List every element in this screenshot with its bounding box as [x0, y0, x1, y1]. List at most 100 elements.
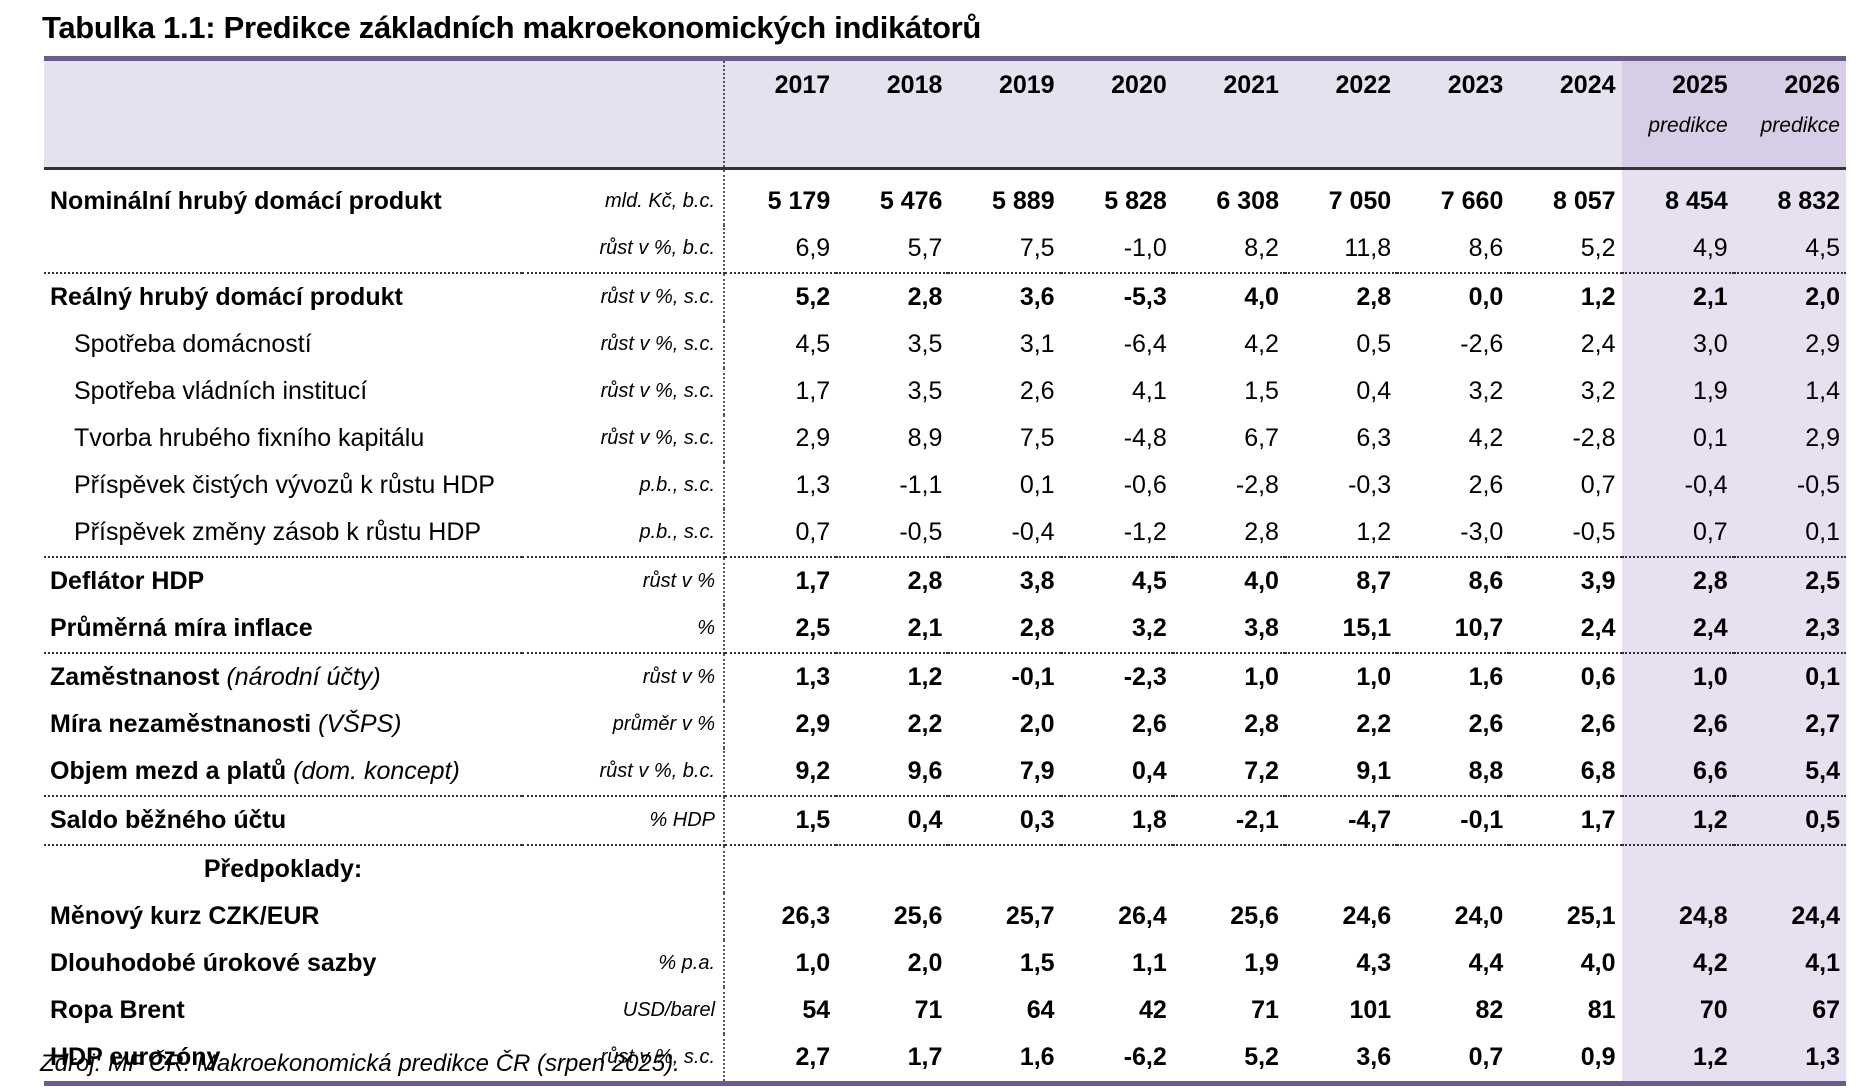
- value-cell: 101: [1349, 996, 1392, 1024]
- value-cell: -2,8: [1572, 424, 1616, 452]
- year-header: 2018: [836, 56, 949, 170]
- table-row: růst v %, b.c. 6,9 5,7 7,5 -1,0 8,2 11,8 8,6 5,2…: [44, 225, 1846, 274]
- value-cell: 1,0: [1621, 653, 1734, 701]
- value-cell: 26,4: [1118, 902, 1167, 930]
- value-cell: 8,7: [1356, 567, 1392, 595]
- value-cell: 3,2: [1060, 605, 1173, 654]
- value-cell: 2,1: [1621, 273, 1734, 321]
- table-row: Příspěvek změny zásob k růstu HDP p.b., s…: [44, 509, 1846, 558]
- value-cell: 0,5: [1356, 330, 1392, 358]
- value-cell: -3,0: [1397, 509, 1510, 558]
- unit-cell: %: [522, 605, 726, 654]
- value-cell: 0,7: [1397, 1034, 1510, 1086]
- value-cell: 1,1: [1132, 949, 1167, 977]
- value-cell: 2,8: [948, 605, 1061, 654]
- value-cell: 3,1: [1019, 330, 1055, 358]
- value-cell: 2,4: [1580, 330, 1616, 358]
- value-cell: -0,4: [1621, 462, 1734, 509]
- table-row: Deflátor HDP růst v % 1,7 2,8 3,8 4,5 4,0 8,7 8,…: [44, 557, 1846, 605]
- value-cell: 0,7: [1580, 471, 1616, 499]
- value-cell: 24,0: [1454, 902, 1504, 930]
- row-label: Příspěvek změny zásob k růstu HDP: [44, 509, 523, 558]
- table-row: Míra nezaměstnanosti (VŠPS) průměr v % 2,9…: [44, 701, 1846, 748]
- value-cell: 3,0: [1621, 321, 1734, 368]
- label-text: Měnový kurz CZK/EUR: [50, 902, 320, 930]
- row-label: HDP eurozóny: [44, 1034, 523, 1086]
- value-cell: 6,7: [1244, 424, 1279, 452]
- year-header: 2021: [1172, 56, 1285, 170]
- label-text: Deflátor HDP: [50, 567, 205, 595]
- row-label: Spotřeba domácností: [44, 321, 522, 368]
- value-cell: 25,7: [1005, 902, 1055, 930]
- unit-cell: % HDP: [522, 796, 726, 846]
- header-cell: [44, 56, 523, 170]
- value-cell: 4,5: [795, 330, 831, 358]
- value-cell: 8,2: [1172, 225, 1285, 274]
- value-cell: 0,4: [1356, 377, 1392, 405]
- year-header: 2026 predikce: [1733, 56, 1846, 170]
- forecast-note: predikce: [1760, 114, 1840, 137]
- value-cell: -6,4: [1123, 330, 1167, 358]
- value-cell: 9,6: [836, 748, 949, 797]
- value-cell: 1,7: [836, 1034, 949, 1086]
- label-text: Spotřeba domácností: [74, 330, 312, 358]
- value-cell: [1061, 845, 1173, 893]
- value-cell: 1,5: [1244, 377, 1279, 405]
- value-cell: 7,2: [1172, 748, 1285, 797]
- value-cell: 1,9: [1621, 368, 1734, 415]
- unit-cell: růst v %, s.c.: [522, 415, 726, 462]
- value-cell: 1,0: [1244, 663, 1279, 691]
- value-cell: -2,1: [1172, 796, 1285, 846]
- label-text: Ropa Brent: [50, 996, 185, 1024]
- label-text: Objem mezd a platů: [50, 757, 287, 785]
- year: 2019: [998, 71, 1055, 99]
- value-cell: 2,2: [1356, 710, 1392, 738]
- value-cell: 2,4: [1621, 605, 1734, 654]
- value-cell: 4,4: [1468, 949, 1504, 977]
- value-cell: [1509, 845, 1621, 893]
- value-cell: 64: [1026, 996, 1055, 1024]
- value-cell: 4,0: [1244, 567, 1279, 595]
- value-cell: 0,4: [836, 796, 949, 846]
- value-cell: 9,1: [1284, 748, 1398, 797]
- value-cell: 2,2: [907, 710, 943, 738]
- value-cell: 5,7: [836, 225, 949, 274]
- label-text: Míra nezaměstnanosti: [50, 710, 312, 738]
- value-cell: 0,7: [724, 509, 837, 558]
- row-label: Reálný hrubý domácí produkt: [44, 273, 522, 321]
- value-cell: 3,8: [1019, 567, 1055, 595]
- value-cell: [1285, 845, 1397, 893]
- year: 2021: [1223, 71, 1279, 99]
- value-cell: -1,2: [1060, 509, 1173, 558]
- year: 2018: [886, 71, 943, 99]
- value-cell: [948, 845, 1060, 893]
- unit-cell: růst v %: [522, 653, 726, 701]
- year-header: 2024: [1509, 56, 1622, 170]
- value-cell: -1,0: [1060, 225, 1173, 274]
- unit-cell: USD/barel: [522, 987, 726, 1034]
- value-cell: 5 828: [1104, 187, 1167, 215]
- value-cell: 6 308: [1216, 187, 1279, 215]
- value-cell: 25,1: [1566, 902, 1616, 930]
- forecast-note: predikce: [1648, 114, 1728, 137]
- value-cell: 2,6: [1019, 377, 1055, 405]
- label-text: Dlouhodobé úrokové sazby: [50, 949, 377, 977]
- year: 2026: [1784, 71, 1840, 99]
- value-cell: 4,3: [1356, 949, 1392, 977]
- value-cell: -0,6: [1123, 471, 1167, 499]
- value-cell: -0,4: [948, 509, 1061, 558]
- value-cell: 2,8: [907, 283, 943, 311]
- value-cell: 6,9: [724, 225, 837, 274]
- value-cell: 4,0: [1580, 949, 1616, 977]
- value-cell: 7,5: [1019, 424, 1055, 452]
- table-row: Nominální hrubý domácí produkt mld. Kč, b…: [44, 168, 1846, 225]
- table-row: Příspěvek čistých vývozů k růstu HDP p.b.…: [44, 462, 1846, 509]
- value-cell: 1,3: [1733, 1034, 1846, 1086]
- value-cell: 1,2: [1580, 283, 1616, 311]
- value-cell: 1,7: [795, 377, 831, 405]
- value-cell: 1,2: [1621, 796, 1734, 846]
- value-cell: 67: [1733, 987, 1846, 1034]
- value-cell: 7 050: [1328, 187, 1392, 215]
- value-cell: 4,5: [1733, 225, 1846, 274]
- label-note: (dom. koncept): [293, 757, 460, 785]
